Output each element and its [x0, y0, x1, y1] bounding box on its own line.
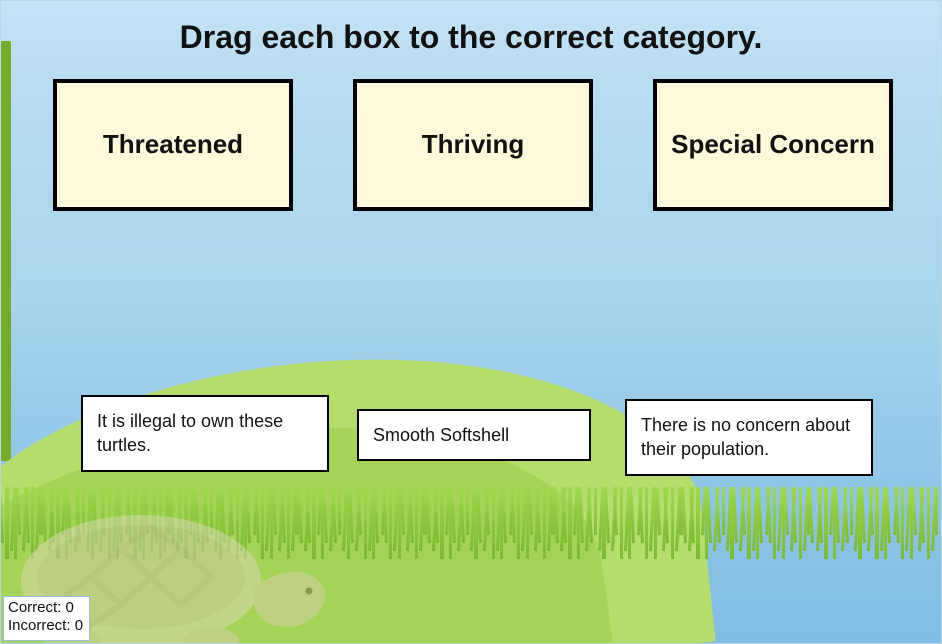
category-thriving[interactable]: Thriving — [353, 79, 593, 211]
category-threatened[interactable]: Threatened — [53, 79, 293, 211]
score-correct-row: Correct: 0 — [8, 599, 83, 618]
score-incorrect-label: Incorrect: — [8, 617, 71, 634]
card-text: There is no concern about their populati… — [641, 415, 850, 459]
category-special-concern[interactable]: Special Concern — [653, 79, 893, 211]
score-panel: Correct: 0 Incorrect: 0 — [3, 596, 90, 642]
draggable-card-smooth-softshell[interactable]: Smooth Softshell — [357, 409, 591, 461]
score-incorrect-value: 0 — [75, 617, 83, 634]
score-incorrect-row: Incorrect: 0 — [8, 617, 83, 636]
category-label: Threatened — [103, 129, 243, 160]
instruction-title: Drag each box to the correct category. — [1, 19, 941, 56]
draggable-card-no-concern[interactable]: There is no concern about their populati… — [625, 399, 873, 476]
activity-stage: Drag each box to the correct category. T… — [0, 0, 942, 644]
draggable-card-illegal-own[interactable]: It is illegal to own these turtles. — [81, 395, 329, 472]
scenery-left-edge — [1, 41, 11, 461]
category-label: Special Concern — [671, 129, 875, 160]
card-text: Smooth Softshell — [373, 425, 509, 445]
category-label: Thriving — [422, 129, 525, 160]
score-correct-label: Correct: — [8, 599, 61, 616]
score-correct-value: 0 — [66, 599, 74, 616]
card-text: It is illegal to own these turtles. — [97, 411, 283, 455]
